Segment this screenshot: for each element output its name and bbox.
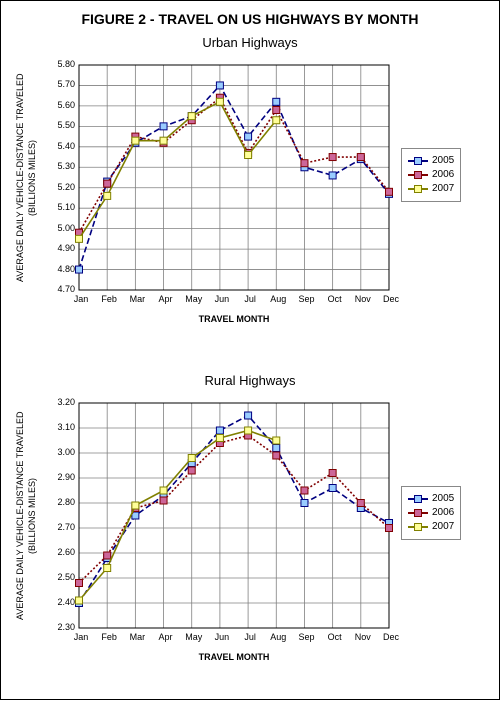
legend-item-2005: 2005 (408, 155, 454, 167)
legend-marker-icon (408, 169, 428, 181)
series-marker-2007 (132, 137, 139, 144)
series-marker-2007 (160, 137, 167, 144)
series-marker-2007 (104, 192, 111, 199)
series-marker-2007 (216, 98, 223, 105)
series-marker-2007 (245, 152, 252, 159)
legend-label: 2007 (432, 521, 454, 532)
series-marker-2007 (216, 435, 223, 442)
series-marker-2007 (132, 502, 139, 509)
legend-marker-icon (408, 507, 428, 519)
series-marker-2007 (76, 235, 83, 242)
series-marker-2006 (301, 487, 308, 494)
legend-item-2006: 2006 (408, 169, 454, 181)
series-marker-2006 (357, 500, 364, 507)
series-marker-2007 (273, 437, 280, 444)
legend-item-2005: 2005 (408, 493, 454, 505)
legend-item-2007: 2007 (408, 521, 454, 533)
series-marker-2006 (188, 467, 195, 474)
series-marker-2006 (273, 452, 280, 459)
figure-main-title: FIGURE 2 - TRAVEL ON US HIGHWAYS BY MONT… (1, 1, 499, 27)
series-marker-2007 (160, 487, 167, 494)
series-marker-2005 (160, 123, 167, 130)
legend-item-2007: 2007 (408, 183, 454, 195)
series-marker-2006 (76, 580, 83, 587)
series-marker-2005 (329, 485, 336, 492)
series-marker-2006 (329, 154, 336, 161)
panel-urban: Urban Highways JanFebMarAprMayJunJulAugS… (1, 35, 499, 365)
series-marker-2005 (301, 500, 308, 507)
series-marker-2005 (245, 133, 252, 140)
series-marker-2007 (273, 117, 280, 124)
series-marker-2006 (273, 107, 280, 114)
y-axis-label-line2: (BILLIONS MILES) (27, 403, 37, 628)
series-marker-2006 (104, 180, 111, 187)
legend: 2005 2006 2007 (401, 486, 461, 540)
series-marker-2005 (216, 427, 223, 434)
series-marker-2005 (273, 445, 280, 452)
legend-marker-icon (408, 183, 428, 195)
series-marker-2007 (245, 427, 252, 434)
series-marker-2007 (76, 597, 83, 604)
x-axis-label: TRAVEL MONTH (79, 652, 389, 662)
legend-label: 2006 (432, 169, 454, 180)
series-marker-2006 (357, 154, 364, 161)
series-marker-2005 (273, 98, 280, 105)
y-axis-label-line1: AVERAGE DAILY VEHICLE-DISTANCE TRAVELED (15, 403, 25, 628)
legend-marker-icon (408, 521, 428, 533)
series-marker-2007 (188, 113, 195, 120)
legend-marker-icon (408, 493, 428, 505)
legend-item-2006: 2006 (408, 507, 454, 519)
x-axis-label: TRAVEL MONTH (79, 314, 389, 324)
legend-marker-icon (408, 155, 428, 167)
panel-rural: Rural Highways JanFebMarAprMayJunJulAugS… (1, 373, 499, 703)
series-marker-2007 (104, 565, 111, 572)
series-marker-2006 (386, 188, 393, 195)
legend-label: 2006 (432, 507, 454, 518)
series-marker-2005 (216, 82, 223, 89)
series-marker-2005 (245, 412, 252, 419)
series-marker-2006 (104, 552, 111, 559)
series-marker-2006 (301, 160, 308, 167)
series-marker-2006 (160, 497, 167, 504)
legend-label: 2005 (432, 155, 454, 166)
y-axis-label-line2: (BILLIONS MILES) (27, 65, 37, 290)
series-marker-2006 (329, 470, 336, 477)
legend: 2005 2006 2007 (401, 148, 461, 202)
y-axis-label-line1: AVERAGE DAILY VEHICLE-DISTANCE TRAVELED (15, 65, 25, 290)
series-marker-2005 (329, 172, 336, 179)
series-marker-2006 (386, 525, 393, 532)
series-marker-2007 (188, 455, 195, 462)
legend-label: 2007 (432, 183, 454, 194)
legend-label: 2005 (432, 493, 454, 504)
series-marker-2005 (76, 266, 83, 273)
figure-container: FIGURE 2 - TRAVEL ON US HIGHWAYS BY MONT… (0, 0, 500, 700)
